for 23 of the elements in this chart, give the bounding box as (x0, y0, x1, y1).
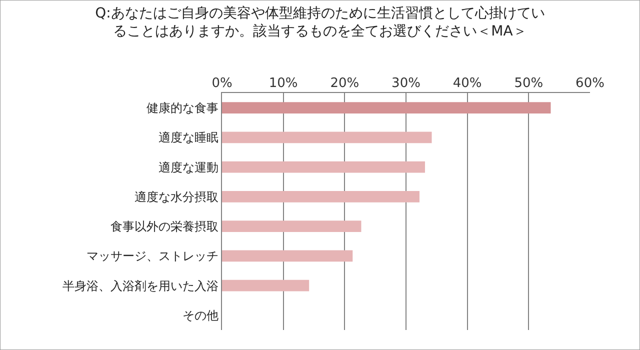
bar (222, 220, 362, 232)
bar (222, 250, 353, 262)
bar (222, 191, 420, 202)
bar (222, 102, 551, 114)
x-tick-label: 50% (514, 76, 544, 91)
y-tick-label: 適度な水分摂取 (134, 190, 219, 204)
y-tick-label: 適度な運動 (158, 160, 219, 174)
bar (222, 280, 310, 292)
x-tick-label: 0% (212, 76, 232, 91)
y-tick-label: その他 (182, 308, 219, 322)
x-tick-label: 30% (392, 76, 420, 91)
y-tick-label: 半身浴、入浴剤を用いた入浴 (62, 278, 219, 293)
x-tick-label: 10% (268, 76, 298, 91)
y-tick-label: 健康的な食事 (146, 101, 219, 116)
x-tick-label: 60% (576, 76, 604, 91)
y-tick-label: 適度な睡眠 (158, 130, 219, 145)
bar (222, 132, 432, 144)
y-tick-label: 食事以外の栄養摂取 (110, 220, 219, 234)
y-tick-label: マッサージ、ストレッチ (86, 249, 219, 264)
chart-title: Q:あなたはご自身の美容や体型維持のために生活習慣として心掛けていることはありますか。該当するものを全てお選びください＜MA＞ (95, 6, 545, 40)
x-tick-label: 20% (330, 76, 360, 91)
bar (222, 161, 426, 173)
x-tick-label: 40% (452, 76, 482, 91)
